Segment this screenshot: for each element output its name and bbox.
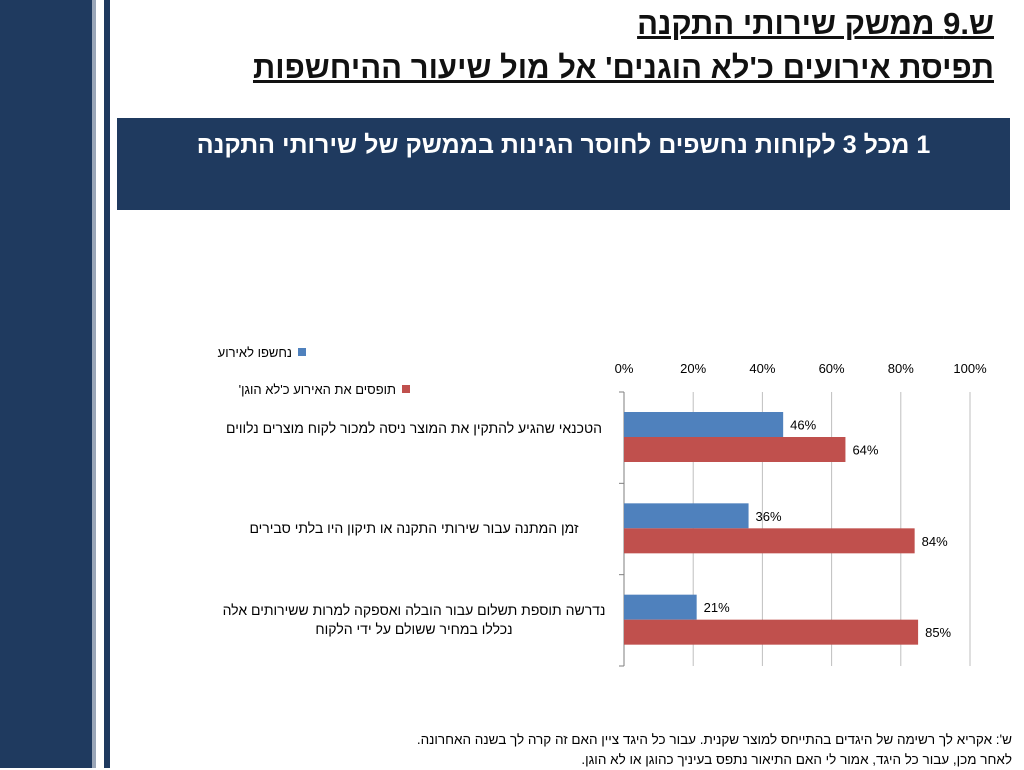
x-tick-label: 80% xyxy=(888,361,914,376)
category-label-wait-time: זמן המתנה עבור שירותי התקנה או תיקון היו… xyxy=(249,520,579,536)
footnote-line-1: ש': אקריא לך רשימה של היגדים בהתייחס למו… xyxy=(416,732,1012,747)
left-decorative-rule xyxy=(104,0,110,768)
bar xyxy=(624,528,915,554)
x-tick-label: 20% xyxy=(680,361,706,376)
data-label: 21% xyxy=(704,600,730,615)
legend-label-unfair: תופסים את האירוע כ'לא הוגן' xyxy=(238,382,396,397)
bar xyxy=(624,503,749,529)
legend-swatch-blue xyxy=(298,348,306,356)
headline-banner: 1 מכל 3 לקוחות נחשפים לחוסר הגינות בממשק… xyxy=(117,118,1010,210)
data-label: 84% xyxy=(922,534,948,549)
left-decorative-band xyxy=(0,0,96,768)
bar xyxy=(624,619,919,645)
x-tick-label: 0% xyxy=(615,361,634,376)
bar xyxy=(624,437,846,462)
slide-title: ש.9 ממשק שירותי התקנה xyxy=(637,6,994,41)
x-tick-label: 60% xyxy=(819,361,845,376)
data-label: 64% xyxy=(852,443,878,458)
legend-item-exposed: נחשפו לאירוע xyxy=(218,345,306,360)
data-label: 85% xyxy=(925,625,951,640)
x-tick-label: 100% xyxy=(953,361,987,376)
slide-subtitle: תפיסת אירועים כ'לא הוגנים' אל מול שיעור … xyxy=(252,50,994,85)
data-label: 36% xyxy=(756,509,782,524)
x-tick-label: 40% xyxy=(749,361,775,376)
bar xyxy=(624,594,697,620)
data-label: 46% xyxy=(790,418,816,433)
bar xyxy=(624,412,784,437)
legend-label-exposed: נחשפו לאירוע xyxy=(217,345,292,360)
footnote-line-2: לאחר מכן, עבור כל היגד, אמור לי האם התיא… xyxy=(581,752,1012,767)
legend-item-unfair: תופסים את האירוע כ'לא הוגן' xyxy=(239,382,410,397)
category-label-upsell: הטכנאי שהגיע להתקין את המוצר ניסה למכור … xyxy=(226,420,602,436)
category-label-extra-fee: נדרשה תוספת תשלום עבור הובלה ואספקה למרו… xyxy=(222,602,606,637)
footnote: ש': אקריא לך רשימה של היגדים בהתייחס למו… xyxy=(252,730,1012,770)
legend-swatch-red xyxy=(402,385,410,393)
